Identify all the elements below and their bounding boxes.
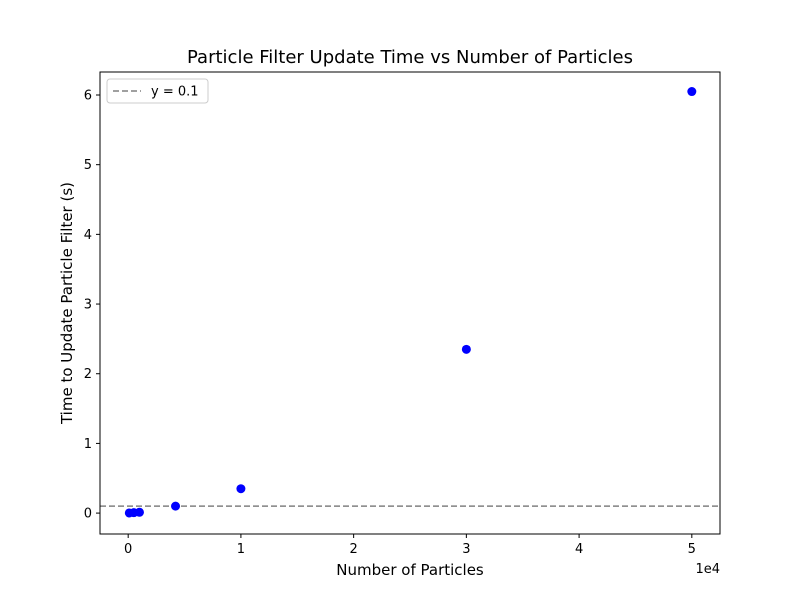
y-axis-ticks: 0 1 2 3 4 5 6 <box>84 88 100 522</box>
x-axis-offset-text: 1e4 <box>695 562 720 577</box>
y-tick-label: 1 <box>84 437 92 452</box>
x-tick-label: 1 <box>237 542 245 557</box>
y-tick-label: 5 <box>84 158 92 173</box>
x-axis-ticks: 0 1 2 3 4 5 <box>124 534 696 557</box>
data-points-group <box>124 87 697 518</box>
data-point <box>687 87 697 97</box>
data-point <box>171 501 181 511</box>
x-tick-label: 4 <box>575 542 583 557</box>
data-point <box>236 484 246 494</box>
legend: y = 0.1 <box>106 78 209 104</box>
y-tick-label: 6 <box>84 88 92 103</box>
y-tick-label: 3 <box>84 298 92 313</box>
x-tick-label: 5 <box>688 542 696 557</box>
y-axis-label: Time to Update Particle Filter (s) <box>58 182 76 425</box>
y-tick-label: 4 <box>84 228 92 243</box>
data-point <box>134 507 144 517</box>
x-axis-label: Number of Particles <box>336 561 484 579</box>
y-tick-label: 0 <box>84 507 92 522</box>
legend-entry-label: y = 0.1 <box>151 85 199 100</box>
legend-box <box>106 78 209 104</box>
x-tick-label: 3 <box>462 542 470 557</box>
x-tick-label: 0 <box>124 542 132 557</box>
chart-title: Particle Filter Update Time vs Number of… <box>187 47 633 68</box>
data-point <box>461 344 471 354</box>
x-tick-label: 2 <box>349 542 357 557</box>
y-tick-label: 2 <box>84 367 92 382</box>
plot-frame <box>99 71 721 535</box>
plot-background <box>100 72 720 534</box>
plot-area <box>100 72 720 534</box>
